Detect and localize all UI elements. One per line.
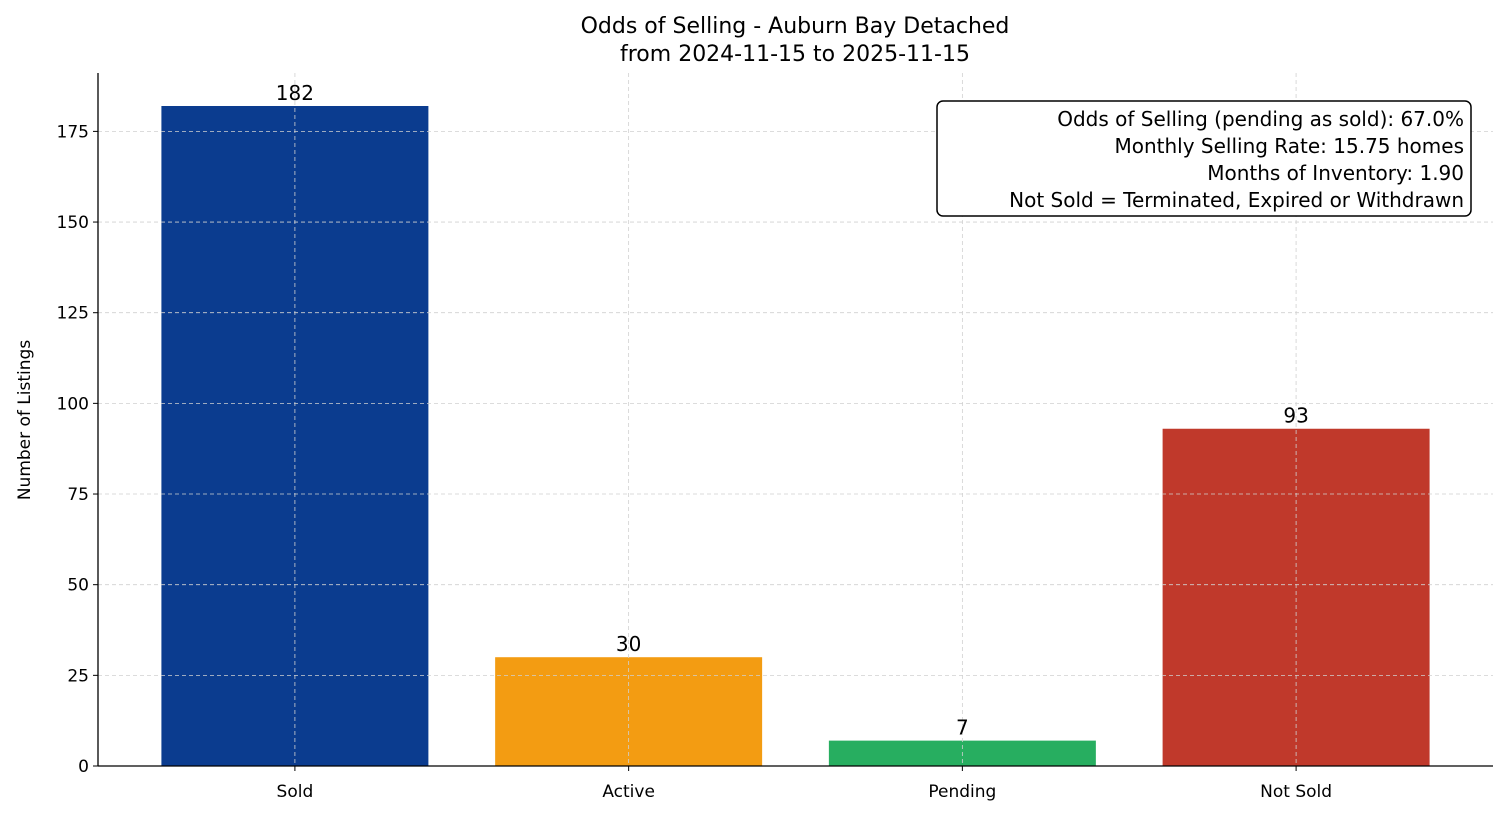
y-tick-label: 125 <box>57 304 89 324</box>
y-tick-label: 50 <box>67 576 89 596</box>
x-tick-label: Not Sold <box>1260 782 1332 802</box>
chart-subtitle: from 2024-11-15 to 2025-11-15 <box>620 42 970 67</box>
x-tick-label: Sold <box>277 782 314 802</box>
annotation-line: Not Sold = Terminated, Expired or Withdr… <box>1009 188 1464 212</box>
annotation-line: Odds of Selling (pending as sold): 67.0% <box>1057 107 1464 131</box>
y-tick-label: 175 <box>57 122 89 142</box>
y-tick-label: 100 <box>57 394 89 414</box>
y-tick-label: 0 <box>78 757 89 777</box>
y-tick-label: 75 <box>67 485 89 505</box>
x-axis-ticks: Sold Active Pending Not Sold <box>277 766 1332 802</box>
annotation-line: Months of Inventory: 1.90 <box>1207 161 1464 185</box>
bar-value-label: 93 <box>1283 404 1308 428</box>
y-axis-label: Number of Listings <box>15 340 35 500</box>
y-tick-label: 150 <box>57 213 89 233</box>
bar-not-sold <box>1162 428 1430 766</box>
bar-value-label: 7 <box>956 716 969 740</box>
y-axis-ticks: 0 25 50 75 100 125 150 175 <box>57 122 98 777</box>
y-tick-label: 25 <box>67 666 89 686</box>
bar-sold <box>161 106 429 766</box>
x-tick-label: Pending <box>928 782 996 802</box>
x-tick-label: Active <box>602 782 655 802</box>
annotation-line: Monthly Selling Rate: 15.75 homes <box>1114 134 1464 158</box>
chart-title: Odds of Selling - Auburn Bay Detached <box>581 14 1010 39</box>
bar-value-label: 182 <box>276 81 314 105</box>
annotation-box: Odds of Selling (pending as sold): 67.0%… <box>936 100 1472 217</box>
bar-labels: 182 30 7 93 <box>276 81 1309 740</box>
bar-value-label: 30 <box>616 632 641 656</box>
